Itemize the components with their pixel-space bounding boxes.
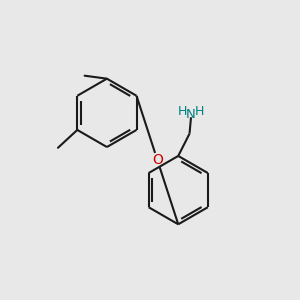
Text: O: O	[152, 153, 163, 167]
Text: N: N	[186, 108, 196, 122]
Text: H: H	[195, 105, 204, 118]
Text: H: H	[178, 105, 188, 118]
